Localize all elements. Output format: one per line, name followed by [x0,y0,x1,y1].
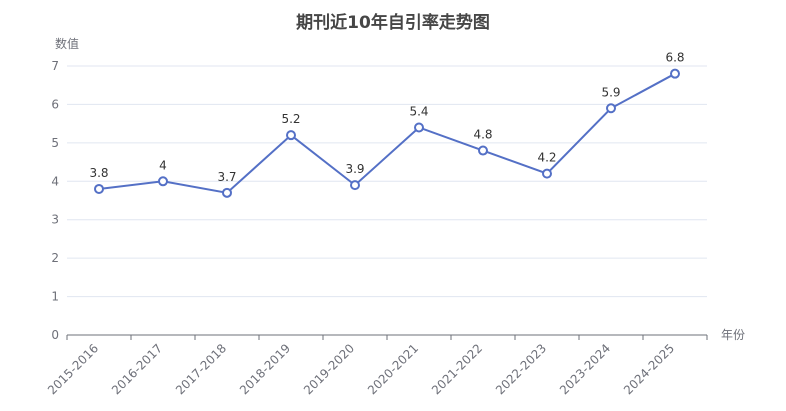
data-point [478,145,488,156]
x-tick-label: 2019-2020 [301,341,357,397]
y-tick-label: 7 [51,59,59,73]
chart-title: 期刊近10年自引率走势图 [296,13,490,33]
x-axis-label: 年份 [721,328,745,342]
x-tick-label: 2017-2018 [173,341,229,397]
y-tick-label: 2 [51,251,59,265]
data-point [670,68,680,79]
axes [66,334,708,340]
y-tick-label: 5 [51,136,59,150]
data-labels: 3.8 4 3.7 5.2 3.9 5.4 4.8 4.2 5.9 6.8 [89,51,684,184]
y-tick-label: 6 [51,97,59,111]
x-tick-label: 2015-2016 [45,341,101,397]
data-label: 5.2 [281,112,300,126]
y-axis-label: 数值 [55,36,79,51]
y-tick-labels: 0 1 2 3 4 5 6 7 [51,59,59,342]
data-label: 3.8 [89,166,108,180]
x-tick-label: 2023-2024 [557,341,613,397]
data-label: 4.8 [473,128,492,142]
data-label: 6.8 [665,51,684,65]
y-tick-label: 0 [51,328,59,342]
data-point [94,183,104,194]
data-label: 4 [159,158,167,172]
data-label: 3.7 [217,170,236,184]
data-label: 5.9 [601,85,620,99]
data-label: 3.9 [345,162,364,176]
data-point [350,180,360,191]
data-point [414,122,424,133]
data-point [158,176,168,187]
data-label: 5.4 [409,104,428,118]
data-points [94,68,680,198]
x-tick-label: 2018-2019 [237,341,293,397]
data-point [286,130,296,141]
y-tick-label: 4 [51,174,59,188]
data-point [542,168,552,179]
y-tick-label: 3 [51,213,59,227]
x-tick-label: 2016-2017 [109,341,165,397]
x-tick-label: 2024-2025 [621,341,677,397]
series-line [98,72,676,194]
data-point [222,187,232,198]
data-point [606,103,616,114]
x-tick-label: 2021-2022 [429,341,485,397]
x-tick-labels: 2015-2016 2016-2017 2017-2018 2018-2019 2019… [45,341,677,397]
y-tick-label: 1 [51,290,59,304]
x-tick-label: 2020-2021 [365,341,421,397]
grid-lines [67,65,707,298]
x-tick-label: 2022-2023 [493,341,549,397]
data-label: 4.2 [537,151,556,165]
